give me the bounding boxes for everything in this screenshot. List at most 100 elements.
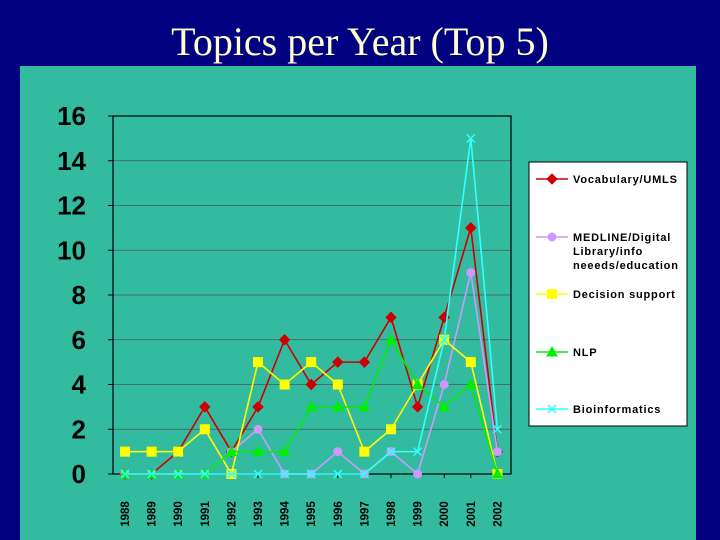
data-point bbox=[253, 469, 263, 479]
series-lines bbox=[119, 133, 504, 480]
data-point bbox=[466, 133, 476, 143]
y-axis-ticks: 0 2 4 6 8 10 12 14 16 bbox=[57, 101, 113, 489]
x-tick-label: 1996 bbox=[333, 501, 345, 527]
data-point bbox=[492, 424, 502, 434]
data-point bbox=[278, 334, 291, 346]
x-tick-label: 1988 bbox=[120, 501, 132, 527]
data-point bbox=[306, 357, 317, 368]
data-point bbox=[333, 469, 343, 479]
data-point bbox=[146, 446, 157, 457]
data-point bbox=[306, 469, 316, 479]
data-point bbox=[385, 333, 397, 345]
legend-label: Bioinformatics bbox=[573, 404, 661, 416]
x-tick-label: 1990 bbox=[173, 501, 185, 527]
data-point bbox=[225, 445, 238, 457]
data-point bbox=[438, 400, 451, 412]
slide-title: Topics per Year (Top 5) bbox=[171, 19, 549, 64]
data-point bbox=[439, 335, 449, 345]
data-point bbox=[120, 469, 130, 479]
data-point bbox=[358, 400, 371, 412]
data-point bbox=[199, 424, 210, 435]
x-tick-label: 1992 bbox=[226, 501, 238, 527]
data-point bbox=[253, 357, 263, 368]
data-point bbox=[252, 401, 264, 413]
data-point bbox=[332, 356, 344, 368]
data-point bbox=[331, 400, 344, 412]
data-point bbox=[413, 469, 423, 479]
data-point bbox=[253, 424, 263, 434]
legend-entry: Decision support bbox=[536, 289, 676, 301]
data-point bbox=[305, 400, 318, 412]
data-point bbox=[466, 268, 476, 278]
x-tick-label: 1995 bbox=[306, 501, 318, 527]
x-tick-label: 1998 bbox=[386, 501, 398, 527]
data-point bbox=[413, 447, 423, 457]
y-tick-label: 2 bbox=[72, 414, 86, 444]
series-3 bbox=[120, 334, 503, 479]
legend-entry: Bioinformatics bbox=[536, 404, 661, 416]
legend-entry: MEDLINE/Digital Library/info neeeds/educat… bbox=[536, 232, 679, 272]
legend-swatch-marker bbox=[546, 345, 558, 357]
y-tick-label: 6 bbox=[72, 325, 86, 355]
data-point bbox=[120, 446, 130, 457]
data-point bbox=[279, 379, 290, 390]
y-tick-label: 10 bbox=[57, 235, 86, 265]
legend-label: neeeds/education bbox=[573, 260, 679, 272]
x-tick-label: 1991 bbox=[200, 501, 212, 527]
x-tick-label: 1997 bbox=[359, 501, 371, 527]
data-point bbox=[173, 469, 183, 479]
x-tick-label: 2002 bbox=[492, 501, 504, 527]
data-point bbox=[305, 378, 317, 391]
legend-label: Vocabulary/UMLS bbox=[573, 174, 678, 186]
data-point bbox=[411, 378, 424, 389]
data-point bbox=[464, 378, 477, 389]
data-point bbox=[439, 380, 449, 389]
series-5 bbox=[120, 133, 502, 479]
x-tick-label: 1989 bbox=[147, 501, 159, 527]
data-point bbox=[492, 447, 502, 457]
y-tick-label: 14 bbox=[57, 146, 86, 176]
legend-swatch-marker bbox=[547, 289, 557, 299]
data-point bbox=[333, 447, 343, 457]
y-tick-label: 8 bbox=[72, 280, 86, 310]
data-point bbox=[199, 401, 211, 413]
data-point bbox=[173, 446, 184, 457]
data-point bbox=[200, 469, 210, 479]
data-point bbox=[386, 424, 396, 435]
data-point bbox=[359, 446, 370, 457]
data-point bbox=[465, 357, 476, 368]
y-tick-label: 4 bbox=[72, 370, 87, 400]
data-point bbox=[226, 469, 236, 479]
data-point bbox=[147, 469, 157, 479]
legend-label: Decision support bbox=[573, 289, 676, 301]
data-point bbox=[411, 401, 424, 413]
y-tick-label: 16 bbox=[57, 101, 86, 131]
legend-swatch-marker bbox=[547, 404, 557, 414]
data-point bbox=[359, 469, 369, 479]
data-point bbox=[491, 467, 504, 479]
data-point bbox=[280, 469, 290, 479]
data-point bbox=[332, 379, 343, 390]
x-tick-label: 2001 bbox=[466, 501, 478, 527]
legend-label: NLP bbox=[573, 347, 597, 359]
legend-entry: NLP bbox=[536, 345, 597, 359]
data-point bbox=[278, 445, 291, 457]
x-tick-label: 2000 bbox=[439, 501, 451, 527]
y-tick-label: 12 bbox=[57, 191, 86, 221]
legend-label: MEDLINE/Digital bbox=[573, 232, 671, 244]
data-point bbox=[465, 222, 477, 234]
legend-entry: Vocabulary/UMLS bbox=[536, 173, 678, 186]
legend-swatch-marker bbox=[546, 173, 558, 185]
y-tick-label: 0 bbox=[72, 459, 86, 489]
x-tick-label: 1999 bbox=[413, 501, 425, 527]
x-tick-label: 1993 bbox=[253, 501, 265, 527]
x-axis-ticks: 1988 1989 1990 1991 1992 1993 1994 1995 1996 1997… bbox=[120, 474, 504, 527]
data-point bbox=[358, 356, 371, 368]
data-point bbox=[386, 447, 396, 457]
data-point bbox=[252, 445, 264, 457]
data-point bbox=[385, 311, 397, 324]
legend: Vocabulary/UMLS MEDLINE/Digital Library/in… bbox=[528, 161, 688, 427]
legend-swatch-marker bbox=[547, 232, 557, 242]
legend-label: Library/info bbox=[573, 246, 643, 258]
